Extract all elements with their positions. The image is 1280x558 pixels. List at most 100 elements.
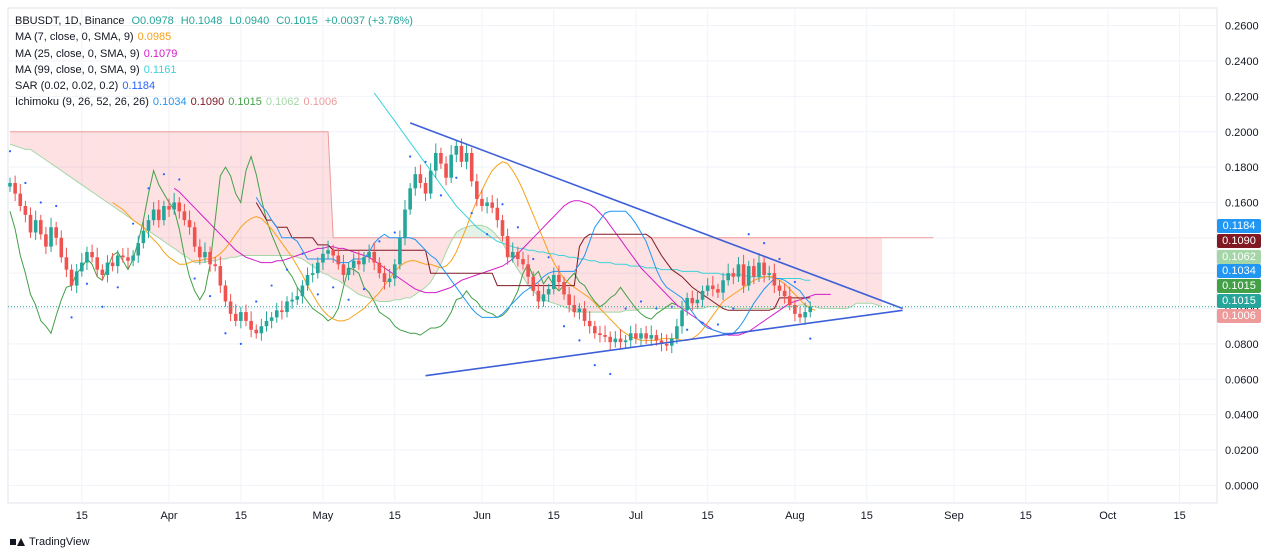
indicator-name: MA (7, close, 0, SMA, 9) [15,31,134,44]
candle-body [310,273,315,275]
ichimoku-cloud-segment [102,131,108,203]
candle-body [187,220,192,228]
candle-body [505,236,510,258]
x-tick-label: 15 [548,510,560,522]
sar-dot [55,204,58,208]
candle-body [131,255,135,261]
candle-body [208,251,212,265]
legend-change: +0.0037 (+3.78%) [324,15,413,27]
sar-dot [362,287,366,291]
x-tick-label: 15 [861,510,873,522]
ichimoku-cloud-segment [610,237,616,313]
ichimoku-cloud-segment [266,131,272,256]
candle-body [367,251,371,258]
candle-body [269,317,274,321]
ichimoku-cloud-segment [292,131,298,258]
candle-body [752,266,756,277]
candle-body [721,280,725,293]
candle-body [295,296,300,300]
ichimoku-cloud-segment [748,237,754,309]
ichimoku-cloud-segment [440,237,447,265]
sar-dot [70,316,73,319]
candle-body [336,255,341,265]
x-tick-label: Apr [160,510,177,522]
x-tick-label: Aug [785,510,805,522]
candle-body [741,264,746,286]
ichimoku-cloud-segment [112,131,118,210]
x-tick-label: 15 [235,510,247,522]
sar-dot [255,300,258,303]
candle-body [218,266,223,286]
candle-body [793,305,797,314]
ichimoku-cloud-segment [15,131,21,148]
indicator-value: 0.1034 [152,96,187,109]
sar-dot [763,242,766,245]
candle-body [541,294,546,302]
candle-body [305,274,310,286]
sar-dot [116,286,119,289]
x-tick-label: Jul [629,510,643,522]
ichimoku-cloud-segment [512,237,518,270]
ichimoku-cloud-segment [184,131,190,259]
y-tick-label: 0.1600 [1225,197,1259,209]
ichimoku-cloud-segment [76,131,82,185]
candle-body [387,278,392,283]
candle-body [516,251,520,260]
candle-body [33,220,38,233]
sar-dot [716,323,720,326]
ichimoku-cloud-segment [466,225,472,238]
indicator-value: 0.1161 [143,63,177,76]
sar-dot [193,277,196,280]
ichimoku-cloud-segment [163,131,169,245]
ichimoku-cloud-segment [420,237,426,291]
sar-dot [485,233,489,236]
candle-body [536,290,541,302]
ichimoku-cloud-segment [810,237,816,307]
candle-body [577,308,582,313]
candle-body [213,264,217,267]
ichimoku-cloud-segment [743,237,749,309]
candle-body [105,262,110,275]
indicator-value: 0.1006 [303,96,338,109]
ichimoku-cloud-segment [358,237,364,297]
sar-dot [701,321,704,324]
ichimoku-cloud-segment [861,237,867,304]
candle-body [459,145,464,162]
y-tick-label: 0.0800 [1225,339,1259,351]
sar-dot [624,307,627,310]
candle-body [521,259,525,265]
candle-body [762,262,766,275]
sar-dot [132,222,135,225]
legend-indicator-row: MA (7, close, 0, SMA, 9) 0.0985 [15,29,417,45]
sar-dot [547,256,550,259]
ichimoku-cloud-segment [40,131,46,160]
ichimoku-cloud-segment [220,131,226,259]
ichimoku-cloud-segment [312,131,318,270]
ichimoku-cloud-segment [707,237,713,307]
ichimoku-cloud-segment [256,131,262,256]
candle-body [613,338,618,343]
candle-body [413,174,418,189]
sar-dot [439,194,443,197]
ichimoku-cloud-segment [246,131,252,256]
candle-body [444,163,448,178]
candle-body [623,340,628,343]
candle-body [639,333,643,339]
ichimoku-cloud-segment [753,237,759,309]
ichimoku-cloud-segment [92,131,98,196]
candle-body [228,301,233,314]
candle-body [54,227,58,238]
sar-dot [686,328,689,331]
sar-dot [147,187,150,190]
candle-body [141,230,146,244]
candle-body [362,257,366,265]
indicator-value: 0.1015 [228,96,262,109]
x-tick-label: 15 [1174,510,1186,522]
price-tag: 0.1184 [1217,219,1261,233]
candle-body [439,152,443,164]
candle-body [546,289,551,295]
x-tick-label: 15 [389,510,401,522]
x-tick-label: Jun [473,510,491,522]
ichimoku-cloud-segment [620,237,626,313]
